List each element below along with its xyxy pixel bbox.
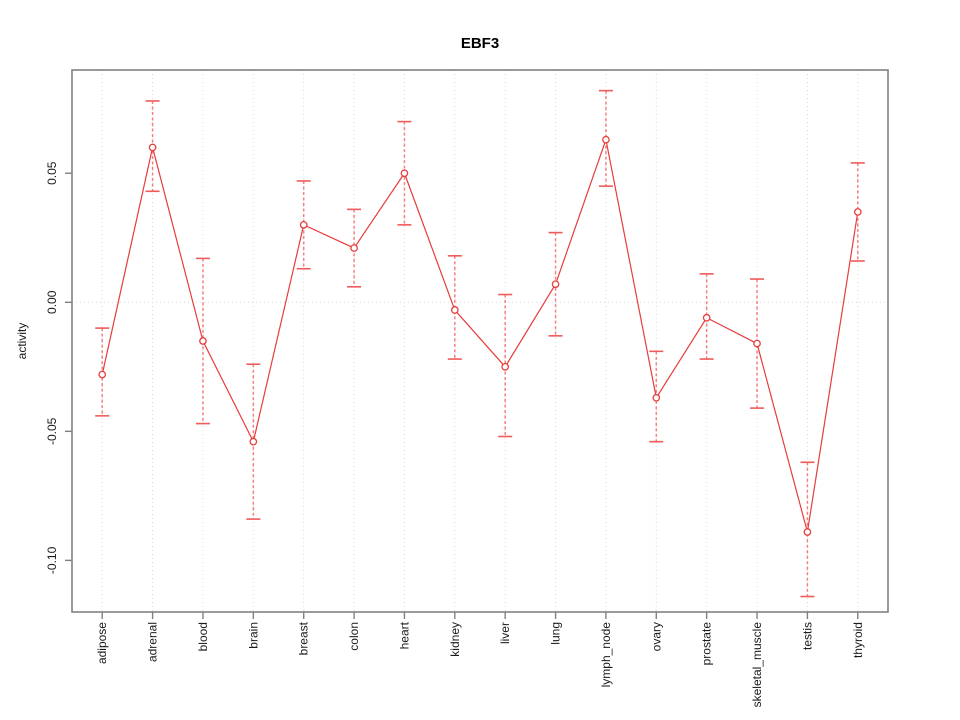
y-tick-label: -0.10 [45, 546, 59, 574]
data-point-marker [350, 244, 358, 252]
x-tick-label: adrenal [146, 622, 160, 662]
x-tick-label: testis [800, 622, 814, 650]
x-tick-label: kidney [448, 622, 462, 657]
plot-border [71, 69, 889, 613]
x-tick-label: skeletal_muscle [750, 622, 764, 708]
x-tick-label: liver [498, 622, 512, 644]
data-point-marker [551, 280, 560, 289]
data-point-marker [98, 370, 107, 379]
data-point-marker [249, 437, 258, 446]
x-tick-label: ovary [649, 622, 663, 651]
x-tick-label: prostate [700, 622, 714, 666]
data-point-marker [753, 339, 761, 348]
data-point-marker [853, 208, 862, 216]
data-point-marker [199, 337, 207, 345]
x-tick-label: lung [549, 622, 563, 645]
x-tick-label: breast [297, 621, 311, 655]
data-point-marker [400, 169, 409, 178]
data-point-marker [602, 135, 610, 144]
x-tick-label: adipose [95, 622, 109, 664]
x-tick-label: thyroid [851, 622, 865, 658]
data-point-marker [652, 393, 661, 402]
y-tick-label: 0.00 [45, 290, 59, 314]
data-point-marker [702, 313, 711, 322]
y-tick-label: 0.05 [45, 161, 59, 185]
data-point-marker [501, 362, 510, 371]
data-point-marker [450, 306, 459, 314]
y-tick-label: -0.05 [45, 417, 59, 445]
chart-title: EBF3 [460, 35, 500, 52]
x-tick-label: colon [347, 622, 361, 651]
x-tick-label: heart [397, 621, 411, 649]
x-tick-label: lymph_node [599, 622, 613, 688]
x-tick-label: brain [246, 622, 260, 649]
series-line [101, 137, 859, 533]
data-point-marker [299, 221, 308, 229]
data-point-marker [803, 528, 812, 536]
data-point-marker [148, 143, 157, 152]
x-tick-label: blood [196, 622, 210, 651]
